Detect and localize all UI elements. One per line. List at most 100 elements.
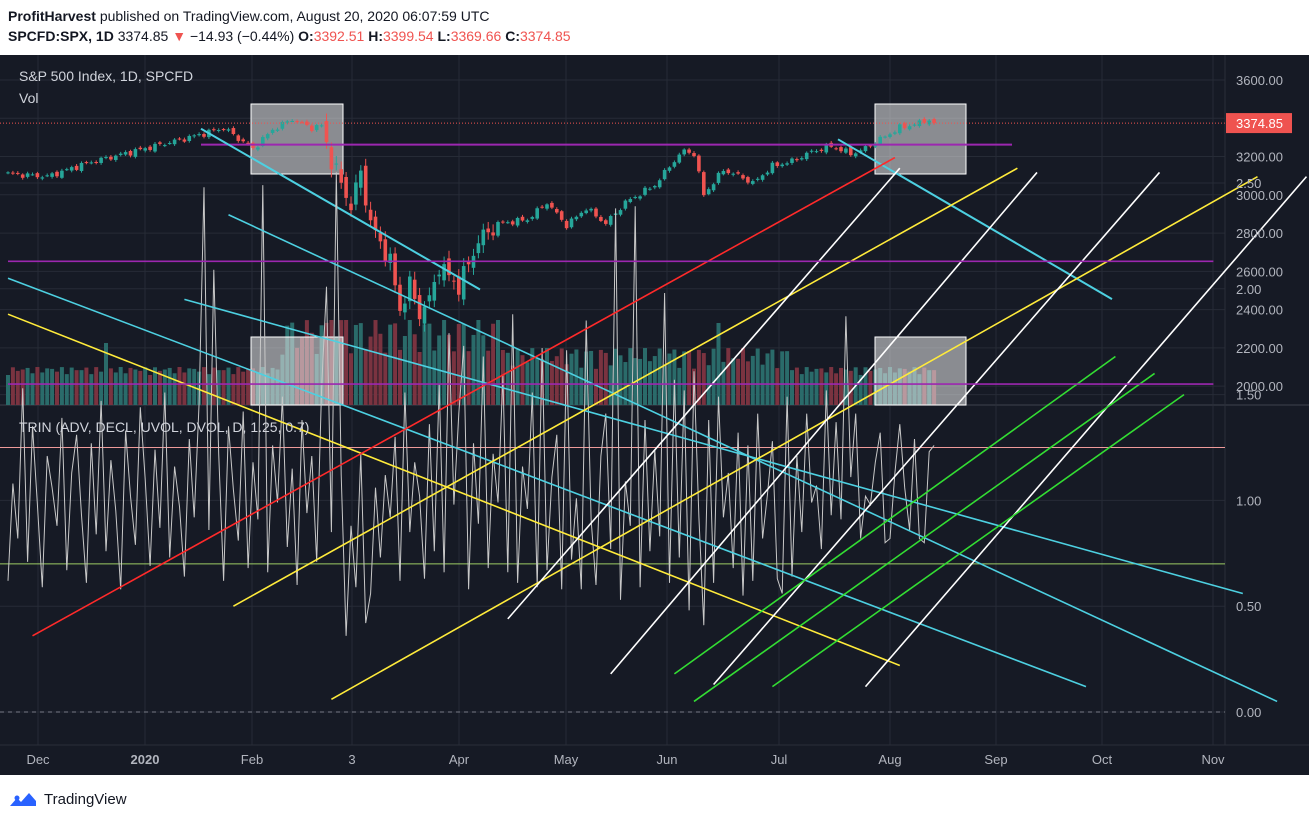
candle-body <box>6 172 10 174</box>
candle-body <box>16 172 20 174</box>
candle-body <box>285 121 290 123</box>
volume-bar <box>69 367 74 405</box>
candle-body <box>839 147 843 152</box>
volume-bar <box>388 324 393 405</box>
time-tick-label: Sep <box>984 752 1007 767</box>
candle-body <box>378 233 383 242</box>
candle-body <box>662 169 667 180</box>
author-name[interactable]: ProfitHarvest <box>8 8 96 24</box>
volume-bar <box>589 350 594 405</box>
candle-body <box>363 165 368 206</box>
volume-bar <box>755 348 760 405</box>
candle-body <box>99 157 103 163</box>
price-tick-label: 3200.00 <box>1236 150 1283 165</box>
candle-body <box>158 142 162 144</box>
candle-body <box>236 135 241 141</box>
candle-body <box>339 169 343 183</box>
candle-body <box>177 138 182 140</box>
candle-body <box>677 154 682 163</box>
highlight-box <box>874 103 967 175</box>
volume-bar <box>672 349 677 405</box>
low-value: 3369.66 <box>450 28 502 44</box>
low-label: L: <box>437 28 451 44</box>
volume-bar <box>652 356 657 405</box>
volume-bar <box>706 365 711 405</box>
volume-bar <box>736 358 741 405</box>
trin-trendline-cyan <box>7 277 1087 688</box>
candle-body <box>94 161 98 163</box>
chart-canvas[interactable]: 3600.003400.003200.003000.002800.002600.… <box>0 55 1309 775</box>
volume-bar <box>358 323 363 405</box>
candle-body <box>30 174 35 176</box>
candle-body <box>868 145 873 147</box>
candle-body <box>167 143 172 145</box>
volume-bar <box>731 358 736 405</box>
candle-body <box>241 139 245 142</box>
volume-bar <box>682 351 687 405</box>
volume-bar <box>765 353 770 405</box>
candle-body <box>594 208 598 217</box>
volume-bar <box>628 348 633 405</box>
candle-body <box>638 196 642 199</box>
candle-body <box>907 126 912 130</box>
candle-body <box>408 276 412 302</box>
price-tick-label: 3000.00 <box>1236 188 1283 203</box>
candle-body <box>687 149 691 153</box>
volume-bar <box>858 374 863 405</box>
candle-body <box>804 152 809 160</box>
volume-bar <box>236 367 241 405</box>
volume-bar <box>89 374 94 405</box>
candle-body <box>574 216 579 220</box>
candle-body <box>697 155 701 172</box>
candle-body <box>104 157 108 159</box>
volume-bar <box>868 370 873 405</box>
candle-body <box>555 208 559 213</box>
candle-body <box>349 203 353 211</box>
candle-body <box>143 148 147 151</box>
candle-body <box>844 148 848 153</box>
open-label: O: <box>298 28 314 44</box>
volume-bar <box>780 351 785 405</box>
candle-body <box>412 279 417 299</box>
price-trendlines <box>0 122 1225 300</box>
candle-body <box>128 150 133 156</box>
change-arrow-icon: ▼ <box>172 28 187 44</box>
candle-body <box>417 295 422 320</box>
candle-body <box>922 118 927 123</box>
candle-body <box>751 181 755 184</box>
volume-bar <box>863 367 868 405</box>
tradingview-footer[interactable]: TradingView <box>8 788 127 810</box>
candle-body <box>501 221 505 223</box>
volume-bar <box>187 368 192 405</box>
candle-body <box>442 264 446 281</box>
volume-bar <box>427 323 432 405</box>
candle-body <box>902 123 907 129</box>
price-tick-label: 2800.00 <box>1236 226 1283 241</box>
trin-pane-title: TRIN (ADV, DECL, UVOL, DVOL, D, 1.25, 0.… <box>19 419 309 435</box>
candle-body <box>545 204 549 209</box>
volume-bar <box>202 367 206 405</box>
candle-body <box>226 129 231 131</box>
candle-body <box>172 139 177 145</box>
candle-body <box>359 170 363 188</box>
chart-background <box>0 55 1309 775</box>
candle-body <box>653 186 657 188</box>
candle-body <box>138 147 143 150</box>
candle-body <box>819 149 824 151</box>
candle-body <box>888 134 892 137</box>
volume-bar <box>172 373 177 405</box>
candle-body <box>496 222 500 236</box>
volume-bar <box>486 350 491 405</box>
candle-body <box>917 120 922 127</box>
volume-bar <box>667 353 672 405</box>
volume-bar <box>167 367 172 405</box>
candle-body <box>853 153 858 157</box>
time-tick-label: 3 <box>348 752 355 767</box>
volume-bar <box>64 374 69 405</box>
candle-body <box>69 167 74 171</box>
volume-bar <box>79 370 84 405</box>
volume-bar <box>824 372 829 405</box>
candle-body <box>755 178 760 180</box>
volume-bar <box>598 349 603 405</box>
volume-bar <box>123 373 128 405</box>
